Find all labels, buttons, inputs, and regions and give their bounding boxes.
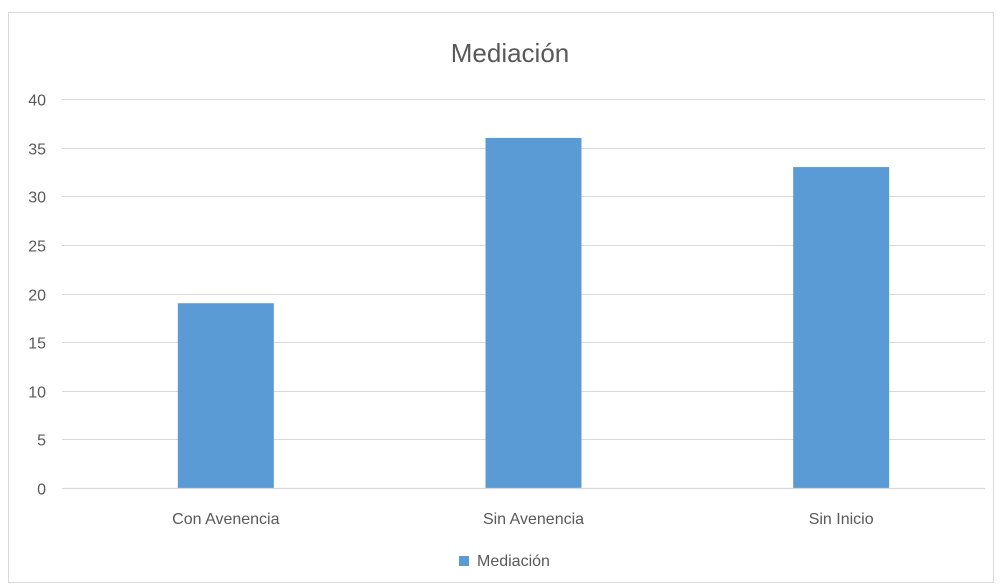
y-tick-label: 15: [28, 336, 46, 353]
x-category-label: Sin Inicio: [809, 511, 874, 528]
x-category-label: Sin Avenencia: [483, 511, 584, 528]
chart-frame-border: [8, 12, 994, 583]
chart-title: Mediación: [451, 38, 570, 68]
x-axis-categories: Con Avenencia Sin Avenencia Sin Inicio: [172, 511, 874, 528]
y-tick-label: 5: [37, 433, 46, 450]
bars: [177, 137, 890, 488]
bar-con-avenencia: [177, 303, 274, 488]
y-tick-label: 30: [28, 190, 46, 207]
x-category-label: Con Avenencia: [172, 511, 279, 528]
bar-sin-avenencia: [485, 137, 582, 488]
y-tick-label: 40: [28, 93, 46, 110]
y-axis-ticks: 0 5 10 15 20 25 30 35 40: [28, 93, 46, 499]
legend-swatch: [459, 556, 469, 566]
y-tick-label: 20: [28, 288, 46, 305]
y-tick-label: 0: [37, 482, 46, 499]
y-tick-label: 25: [28, 239, 46, 256]
y-tick-label: 10: [28, 385, 46, 402]
legend: Mediación: [459, 553, 550, 570]
bar-sin-inicio: [793, 167, 890, 488]
legend-label: Mediación: [477, 553, 550, 570]
y-tick-label: 35: [28, 142, 46, 159]
